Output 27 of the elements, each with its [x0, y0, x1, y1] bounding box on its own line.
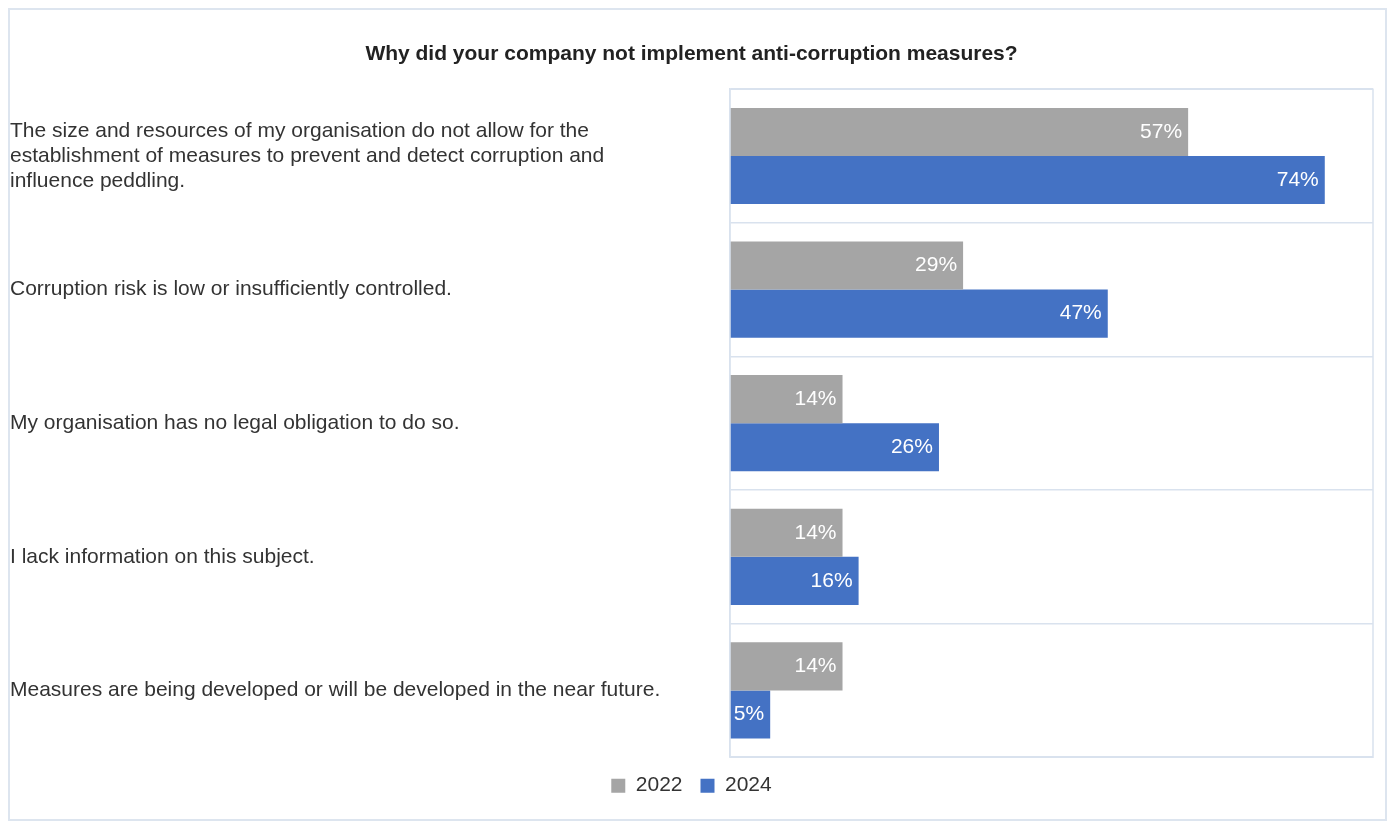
legend-label: 2022	[635, 772, 683, 796]
data-label: 14%	[794, 653, 837, 677]
bar	[730, 156, 1325, 205]
data-label: 14%	[794, 385, 837, 409]
bar	[730, 107, 1189, 156]
y-tick-label: My organisation has no legal obligation to do so.	[10, 410, 460, 433]
data-label: 57%	[1140, 118, 1183, 142]
y-tick-label: Corruption risk is low or insufficiently controlled.	[10, 276, 452, 300]
bar	[730, 241, 964, 290]
bar	[730, 375, 843, 424]
bar	[730, 642, 843, 691]
y-tick-label: Measures are being developed or will be developed in the near future.	[10, 677, 661, 701]
bar	[730, 423, 939, 472]
bar	[730, 508, 843, 557]
data-label: 74%	[1276, 166, 1319, 190]
data-label: 26%	[890, 434, 933, 458]
data-label: 16%	[810, 567, 853, 591]
data-label: 5%	[733, 701, 765, 725]
data-label: 14%	[794, 519, 837, 543]
data-label: 29%	[915, 252, 958, 276]
data-label: 47%	[1059, 300, 1102, 324]
chart-title: Why did your company not implement anti-corruption measures?	[365, 41, 1018, 65]
bar	[730, 556, 859, 605]
legend-label: 2024	[725, 772, 773, 796]
y-tick-label: The size and resources of my organisation do not allow for the establishment of measures to prevent and detect corruption and influence peddling.	[10, 117, 605, 191]
y-tick-label: I lack information on this subject.	[10, 543, 315, 567]
bar	[730, 289, 1108, 338]
